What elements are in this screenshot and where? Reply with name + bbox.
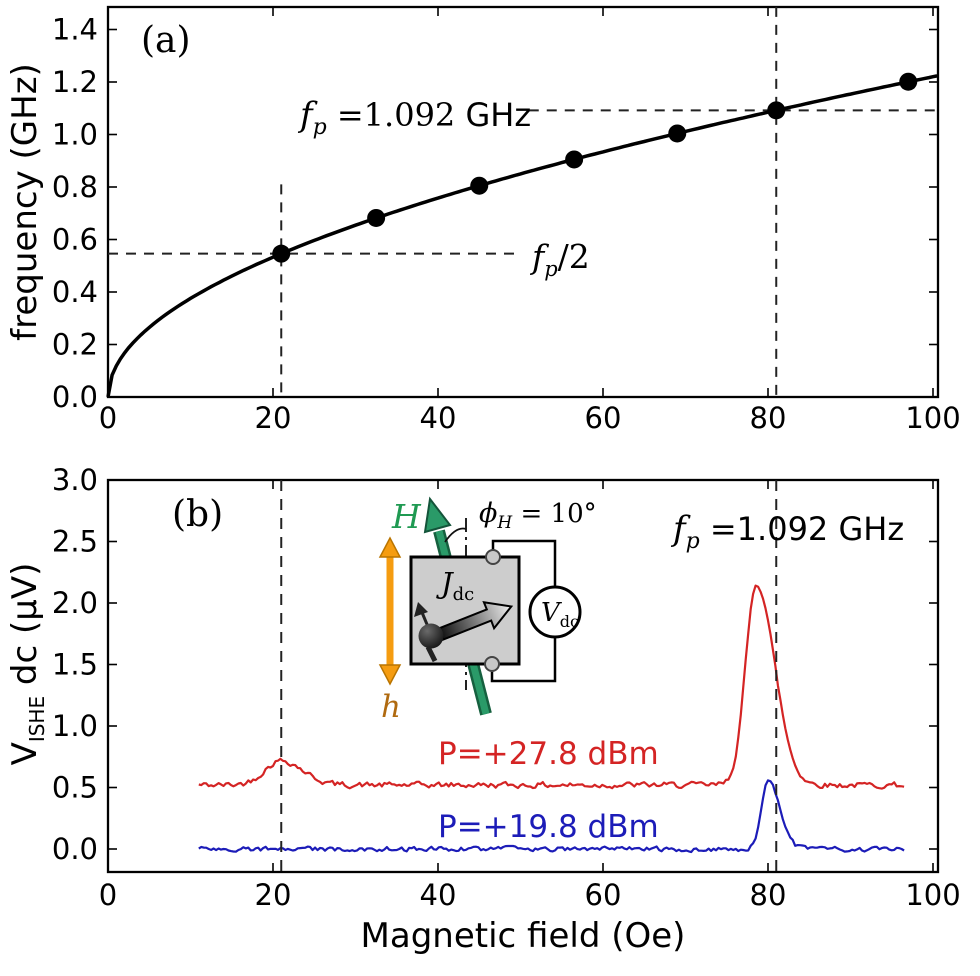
plot-frame bbox=[106, 5, 940, 399]
panel-b-fp-annotation: fp =1.092 GHz bbox=[670, 509, 904, 554]
y-tick-label: 2.0 bbox=[52, 586, 98, 620]
jdc-symbol: J bbox=[436, 566, 454, 600]
vishe-subscript: ISHE bbox=[25, 696, 49, 742]
x-tick-label: 20 bbox=[255, 401, 292, 435]
x-tick-label: 20 bbox=[255, 878, 292, 912]
kittel-fit-curve bbox=[106, 74, 938, 398]
vishe-symbol: V bbox=[5, 742, 45, 765]
y-tick-label: 0.5 bbox=[52, 771, 98, 805]
voltmeter-wires bbox=[490, 539, 557, 683]
y-tick-label: 1.5 bbox=[52, 648, 98, 682]
angle-arc bbox=[444, 527, 467, 543]
fp-subscript: p bbox=[686, 529, 700, 554]
jdc-subscript: dc bbox=[453, 584, 475, 605]
x-tick-label: 40 bbox=[420, 401, 457, 435]
data-point bbox=[470, 176, 489, 195]
data-point bbox=[668, 124, 687, 143]
panel-b-label: (b) bbox=[172, 494, 223, 535]
jdc-label: Jdc bbox=[436, 566, 474, 605]
panel-b-guides-layer bbox=[280, 480, 778, 872]
fp-unit: GHz bbox=[828, 510, 904, 548]
blue-trace-label: P=+19.8 dBm bbox=[438, 809, 659, 845]
y-tick-label: 0.6 bbox=[52, 223, 98, 257]
data-point bbox=[899, 72, 918, 91]
x-tick-label: 100 bbox=[905, 878, 960, 912]
panel-a: 0 20 40 60 80 100 0.0 0.2 0.4 0.6 0.8 1.0 1.2 1.4 (a)… bbox=[5, 5, 961, 435]
panel-a-y-axis-title: frequency (GHz) bbox=[5, 63, 45, 341]
x-tick-label: 80 bbox=[750, 878, 787, 912]
data-point bbox=[367, 208, 386, 227]
x-tick-label: 0 bbox=[99, 401, 117, 435]
h-field-arrowhead-bottom bbox=[378, 664, 402, 686]
voltmeter-circle bbox=[528, 585, 582, 639]
data-point bbox=[272, 244, 291, 263]
panel-a-label: (a) bbox=[141, 20, 191, 61]
fp-subscript: p bbox=[313, 115, 327, 140]
spin-sphere bbox=[418, 623, 444, 649]
data-point bbox=[565, 150, 584, 169]
red-trace-label: P=+27.8 dBm bbox=[438, 736, 659, 772]
H-field-label: H bbox=[391, 497, 422, 536]
inset-experiment-diagram: h Vdc Jdc H ϕH = 10° bbox=[378, 496, 597, 725]
plot-frame bbox=[106, 478, 940, 874]
spin-arrow-tail bbox=[425, 645, 438, 663]
phi-subscript: H bbox=[496, 513, 513, 533]
panel-a-fp-annotation: fp =1.092 GHz bbox=[297, 95, 531, 140]
data-point bbox=[767, 101, 786, 120]
h-field-arrowhead-top bbox=[378, 536, 402, 558]
phi-angle-label: ϕH = 10° bbox=[479, 498, 597, 533]
y-tick-label: 1.0 bbox=[52, 709, 98, 743]
voltmeter-label: Vdc bbox=[541, 598, 579, 631]
vdc-symbol: V bbox=[541, 598, 562, 628]
x-tick-label: 80 bbox=[750, 401, 787, 435]
H-field-arrowhead bbox=[423, 496, 452, 534]
contact-bottom bbox=[484, 656, 500, 672]
panel-b-axes-layer: 0 20 40 60 80 100 0.0 0.5 1.0 1.5 2.0 2.5 3.0 bbox=[52, 463, 961, 912]
x-tick-label: 0 bbox=[99, 878, 117, 912]
spin-arrowhead bbox=[414, 602, 428, 617]
x-tick-label: 60 bbox=[585, 401, 622, 435]
panel-a-data-layer bbox=[106, 72, 938, 398]
panel-a-axes-layer: 0 20 40 60 80 100 0.0 0.2 0.4 0.6 0.8 1.0 1.2 1.4 bbox=[52, 5, 961, 435]
phi-symbol: ϕ bbox=[479, 498, 497, 529]
fp-eq-value: =1.092 bbox=[700, 510, 829, 548]
panel-b-x-axis-title: Magnetic field (Oe) bbox=[361, 916, 686, 956]
vishe-rest: dc (μV) bbox=[5, 563, 45, 696]
vdc-subscript: dc bbox=[560, 612, 579, 631]
y-tick-label: 1.0 bbox=[52, 118, 98, 152]
y-tick-label: 0.4 bbox=[52, 275, 98, 309]
trace-red bbox=[198, 584, 905, 790]
y-tick-label: 0.0 bbox=[52, 832, 98, 866]
fp-eq-value: =1.092 bbox=[327, 96, 456, 134]
x-tick-label: 100 bbox=[905, 401, 960, 435]
h-field-label: h bbox=[381, 689, 401, 725]
y-tick-label: 0.0 bbox=[52, 380, 98, 414]
y-tick-label: 0.8 bbox=[52, 170, 98, 204]
x-tick-label: 60 bbox=[585, 878, 622, 912]
panel-a-fp-half-annotation: fp/2 bbox=[529, 237, 590, 281]
trace-blue bbox=[198, 779, 905, 854]
fp-half-subscript: p bbox=[544, 257, 557, 281]
x-tick-label: 40 bbox=[420, 878, 457, 912]
y-tick-label: 2.5 bbox=[52, 525, 98, 559]
y-tick-label: 3.0 bbox=[52, 463, 98, 497]
panel-b-data-layer bbox=[198, 584, 905, 854]
y-tick-label: 0.2 bbox=[52, 328, 98, 362]
panel-b: 0 20 40 60 80 100 0.0 0.5 1.0 1.5 2.0 2.5 3.0 (b) fp… bbox=[5, 463, 961, 956]
panel-b-y-axis-title: VISHE dc (μV) bbox=[5, 563, 49, 766]
phi-value: = 10° bbox=[512, 499, 596, 529]
y-tick-label: 1.4 bbox=[52, 13, 98, 47]
fp-unit: GHz bbox=[455, 96, 531, 134]
contact-top bbox=[485, 549, 501, 565]
fp-half-rest: /2 bbox=[558, 237, 590, 276]
y-tick-label: 1.2 bbox=[52, 65, 98, 99]
jdc-current-arrow bbox=[437, 600, 514, 641]
